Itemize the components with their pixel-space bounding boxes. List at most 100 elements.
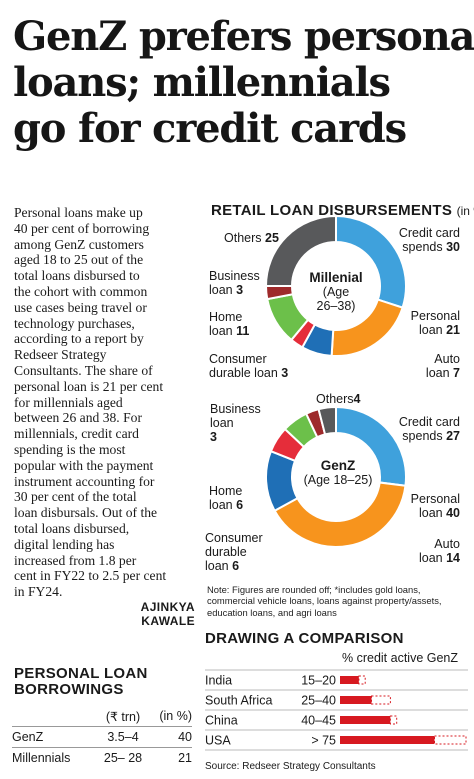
mil-label-consumer-1: Consumer: [209, 352, 267, 366]
table-header-cell: (₹ trn): [105, 709, 141, 724]
borrowings-table-grid: (₹ trn) (in %): [12, 706, 192, 726]
genz-slice-personal-loan: [273, 481, 407, 548]
byline: AJINKYA KAWALE: [140, 600, 195, 628]
table-cell: 21: [178, 751, 192, 765]
mil-label-credit: Credit card spends 30: [398, 226, 460, 254]
body-line: personal loan is 21 per cent: [14, 378, 164, 394]
mil-label-home-2: loan: [209, 324, 233, 338]
body-line: total loans disbursed to: [14, 268, 140, 284]
retail-title-text: RETAIL LOAN DISBURSEMENTS: [211, 202, 453, 219]
comparison-bar-range: [389, 715, 398, 725]
body-line: among GenZ customers: [14, 236, 144, 252]
genz-label-consumer-3: loan: [205, 559, 229, 573]
body-line: 30 per cent of the total: [14, 489, 137, 505]
comparison-title: DRAWING A COMPARISON: [205, 630, 404, 647]
table-cell: 3.5–4: [107, 730, 139, 744]
mil-label-personal: Personal loan 21: [408, 309, 460, 337]
mil-value-personal: 21: [446, 323, 460, 337]
body-line: Personal loans make up: [14, 205, 143, 220]
genz-center-label: GenZ (Age 18–25): [292, 459, 384, 488]
headline-line-1: GenZ prefers personal: [13, 13, 474, 60]
source-note: Source: Redseer Strategy Consultants: [205, 761, 376, 772]
body-line: for millennials aged: [14, 394, 123, 410]
genz-value-credit: 27: [446, 429, 460, 443]
mil-value-home: 11: [236, 324, 250, 338]
borrowings-title-text: PERSONAL LOAN BORROWINGS: [14, 665, 148, 698]
mil-label-credit-1: Credit card: [398, 226, 460, 240]
genz-value-personal: 40: [446, 506, 460, 520]
genz-value-business: 3: [210, 430, 217, 444]
genz-slice-others: [317, 405, 337, 436]
mil-label-home: Home loan 11: [209, 310, 249, 338]
table-header-row: (₹ trn) (in %): [12, 706, 192, 726]
comparison-range-label: > 75: [311, 734, 336, 748]
body-line: the cohort with common: [14, 283, 148, 299]
mil-center-3: 26–38): [316, 299, 356, 313]
mil-label-home-1: Home: [209, 310, 243, 324]
headline-line-2: loans; millennials: [13, 59, 391, 106]
genz-label-personal-1: Personal: [410, 492, 460, 506]
table-row: Millennials 25– 28 21: [12, 748, 192, 768]
genz-value-auto: 14: [446, 551, 460, 565]
body-line: loan disbursals. Out of the: [14, 505, 158, 521]
body-line: 40 per cent of borrowing: [14, 220, 150, 236]
footnote: Note: Figures are rounded off; *includes…: [207, 584, 469, 618]
mil-center-label: Millenial (Age 26–38): [299, 271, 373, 314]
mil-label-credit-2: spends: [402, 240, 443, 254]
genz-center-2: (Age 18–25): [303, 473, 373, 487]
genz-label-others-name: Others: [316, 392, 354, 406]
genz-value-others: 4: [353, 392, 361, 406]
mil-label-others-name: Others: [224, 231, 262, 245]
borrowings-title: PERSONAL LOAN BORROWINGS: [14, 666, 184, 698]
genz-label-personal-2: loan: [418, 506, 443, 520]
comparison-bar: [340, 736, 435, 744]
table-cell: 25– 28: [103, 751, 143, 765]
comparison-country-label: USA: [205, 734, 231, 748]
genz-label-credit-2: spends: [402, 429, 443, 443]
genz-value-home: 6: [236, 498, 244, 512]
retail-unit: (in %): [456, 204, 474, 218]
genz-label-personal: Personal loan 40: [408, 492, 460, 520]
borrowings-table: (₹ trn) (in %) GenZ 3.5–4 40 Millennials…: [12, 706, 192, 768]
mil-value-credit: 30: [446, 240, 460, 254]
table-cell: 40: [178, 730, 192, 744]
comparison-range-label: 25–40: [301, 694, 336, 708]
body-line: Consultants. The share of: [14, 362, 153, 378]
headline-line-3: go for credit cards: [13, 105, 407, 152]
comparison-range-label: 40–45: [301, 714, 336, 728]
mil-label-business-1: Business: [209, 269, 260, 283]
article-body: Personal loans make up 40 per cent of bor…: [14, 205, 204, 600]
comparison-bar: [340, 696, 372, 704]
comparison-bar: [340, 676, 359, 684]
body-line: digital lending has: [14, 536, 115, 552]
table-header-cell: [12, 706, 94, 726]
mil-label-business: Business loan 3: [209, 269, 260, 297]
mil-label-business-2: loan: [209, 283, 233, 297]
genz-label-consumer-2: durable: [205, 545, 247, 559]
body-line: according to a report by: [14, 331, 144, 347]
mil-label-consumer: Consumer durable loan 3: [209, 352, 288, 380]
genz-label-credit-1: Credit card: [398, 415, 460, 429]
mil-label-auto-2: loan: [425, 366, 450, 380]
borrowings-table-rows: GenZ 3.5–4 40: [12, 727, 192, 747]
footnote-line-2: commercial vehicle loans, loans against …: [207, 595, 442, 607]
genz-label-business-1: Business: [210, 402, 261, 416]
comparison-bar-range: [358, 675, 366, 685]
table-divider: [12, 747, 192, 748]
table-divider: [12, 726, 192, 727]
genz-label-auto-1: Auto: [434, 537, 460, 551]
body-line: in FY24.: [14, 584, 63, 600]
mil-label-auto-1: Auto: [434, 352, 460, 366]
body-line: use cases being travel or: [14, 299, 147, 315]
body-line: millennials, credit card: [14, 426, 139, 442]
genz-label-credit: Credit card spends 27: [398, 415, 460, 443]
comparison-bar: [340, 716, 391, 724]
comparison-bar-range: [371, 695, 391, 705]
body-line: total loans disbursed,: [14, 520, 130, 536]
comparison-range-label: 15–20: [301, 674, 336, 688]
mil-slice-others: [264, 214, 337, 287]
footnote-line-1: Note: Figures are rounded off; *includes…: [207, 584, 421, 595]
body-line: popular with the payment: [14, 457, 154, 473]
